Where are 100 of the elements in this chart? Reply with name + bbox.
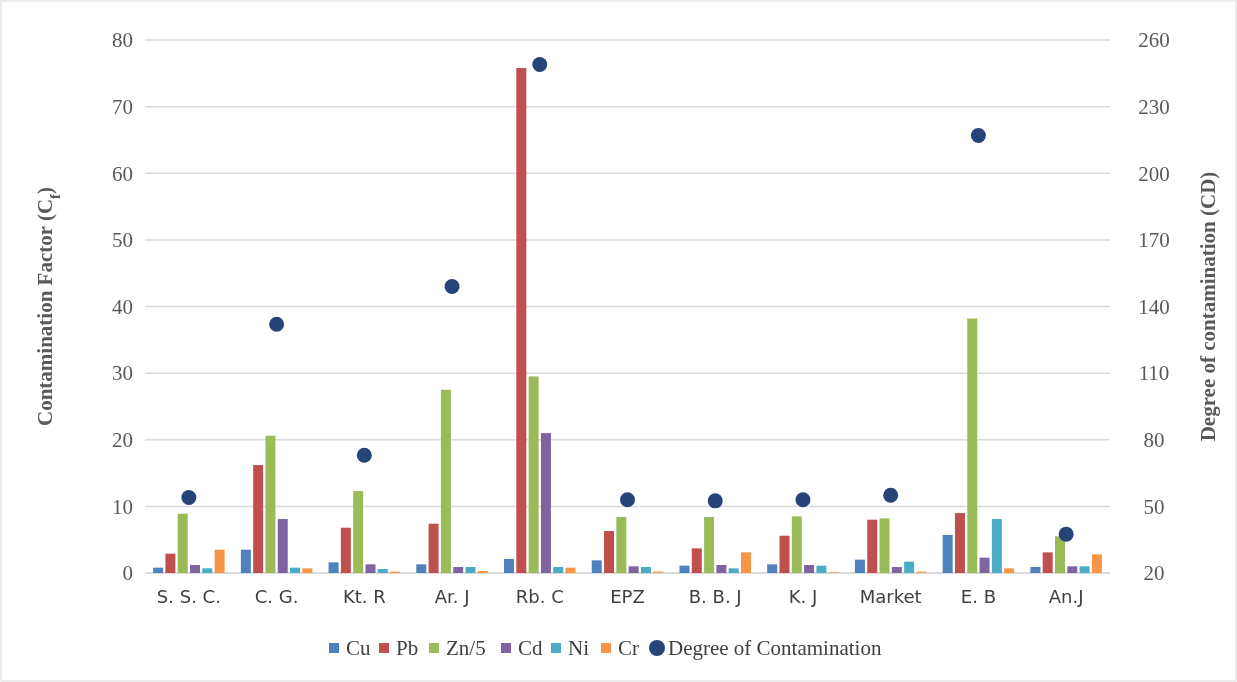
bar	[767, 564, 778, 573]
bar	[377, 569, 388, 573]
bar	[277, 519, 288, 573]
bar	[202, 568, 213, 573]
bar	[716, 565, 727, 573]
x-tick-label: Ar. J	[434, 586, 470, 607]
legend-label: Cu	[346, 636, 372, 661]
bar	[691, 548, 702, 573]
point	[620, 492, 635, 508]
legend-label: Cd	[518, 636, 544, 661]
y2-tick-label: 80	[1143, 428, 1165, 453]
point	[1058, 526, 1074, 542]
bar	[165, 553, 176, 573]
y-tick-label: 20	[112, 428, 133, 453]
bar	[979, 557, 990, 573]
bar	[591, 560, 602, 573]
y2-tick-label: 170	[1138, 228, 1170, 253]
bar	[704, 517, 715, 573]
bar	[302, 568, 313, 573]
x-tick-label: C. G.	[254, 586, 299, 607]
legend-label: Pb	[396, 636, 419, 661]
y2-axis-title: Degree of contamination (CD)	[1196, 171, 1220, 442]
bar	[504, 559, 515, 573]
bar	[640, 567, 651, 573]
bar	[328, 562, 339, 573]
bar	[565, 567, 576, 573]
bar	[240, 549, 251, 573]
bar	[891, 567, 902, 573]
y2-tick-label: 50	[1143, 494, 1165, 519]
bar	[1067, 566, 1078, 573]
bar	[1042, 552, 1053, 573]
bar	[1091, 554, 1102, 573]
bar	[942, 535, 953, 573]
x-tick-label: S. S. C.	[156, 586, 221, 607]
bar	[991, 519, 1002, 573]
x-tick-label: An.J	[1048, 586, 1084, 607]
bar	[816, 565, 827, 573]
bar	[428, 523, 439, 573]
y2-tick-label: 110	[1138, 361, 1170, 386]
bar	[879, 518, 890, 573]
point	[181, 489, 197, 505]
bar	[353, 491, 364, 573]
y-tick-label: 0	[122, 561, 133, 586]
bar	[1004, 568, 1015, 573]
bar	[440, 389, 451, 573]
point	[707, 493, 723, 509]
legend-label: Ni	[568, 636, 590, 661]
bar	[1030, 567, 1041, 573]
bar	[740, 552, 751, 573]
x-tick-label: EPZ	[610, 586, 645, 607]
x-tick-label: Rb. C	[515, 586, 564, 607]
bar	[465, 567, 476, 573]
y2-tick-label: 200	[1138, 161, 1170, 186]
bar	[616, 517, 627, 573]
bar	[954, 513, 965, 573]
x-tick-label: Market	[859, 586, 922, 607]
bar	[540, 433, 551, 573]
bar	[628, 566, 639, 573]
point	[795, 492, 811, 508]
y2-tick-label: 260	[1138, 28, 1170, 53]
y2-tick-label: 20	[1143, 561, 1165, 586]
bar	[516, 67, 527, 573]
y-tick-label: 10	[112, 494, 133, 519]
legend-label: Cr	[618, 636, 640, 661]
y-tick-label: 40	[112, 294, 133, 319]
bar	[290, 567, 301, 573]
bar	[967, 318, 978, 573]
bar	[253, 465, 264, 573]
bar	[153, 567, 164, 573]
y-tick-label: 30	[112, 361, 133, 386]
bar	[779, 535, 790, 573]
bar	[1079, 566, 1090, 573]
x-tick-label: K. J	[788, 586, 818, 607]
y-tick-label: 70	[112, 94, 133, 119]
bar	[854, 559, 865, 573]
bar	[528, 376, 539, 573]
point	[970, 128, 986, 143]
bar	[214, 549, 225, 573]
bar	[365, 564, 376, 573]
bar	[177, 513, 188, 573]
bar	[679, 565, 690, 573]
bar	[804, 565, 815, 573]
point	[356, 447, 372, 463]
point	[532, 56, 548, 72]
point	[444, 279, 460, 295]
bar	[265, 435, 276, 573]
bar	[416, 564, 427, 573]
bar	[791, 516, 802, 573]
bar	[340, 527, 351, 573]
y2-tick-label: 140	[1138, 294, 1170, 319]
bar	[867, 519, 878, 573]
y-tick-label: 60	[112, 161, 133, 186]
bar	[190, 565, 201, 573]
x-tick-label: E. B	[960, 586, 996, 607]
x-tick-label: B. B. J	[688, 586, 742, 607]
bar	[1054, 536, 1065, 573]
x-tick-label: Kt. R	[342, 586, 386, 607]
bar	[904, 561, 915, 573]
point	[883, 487, 899, 503]
bar	[728, 568, 739, 573]
